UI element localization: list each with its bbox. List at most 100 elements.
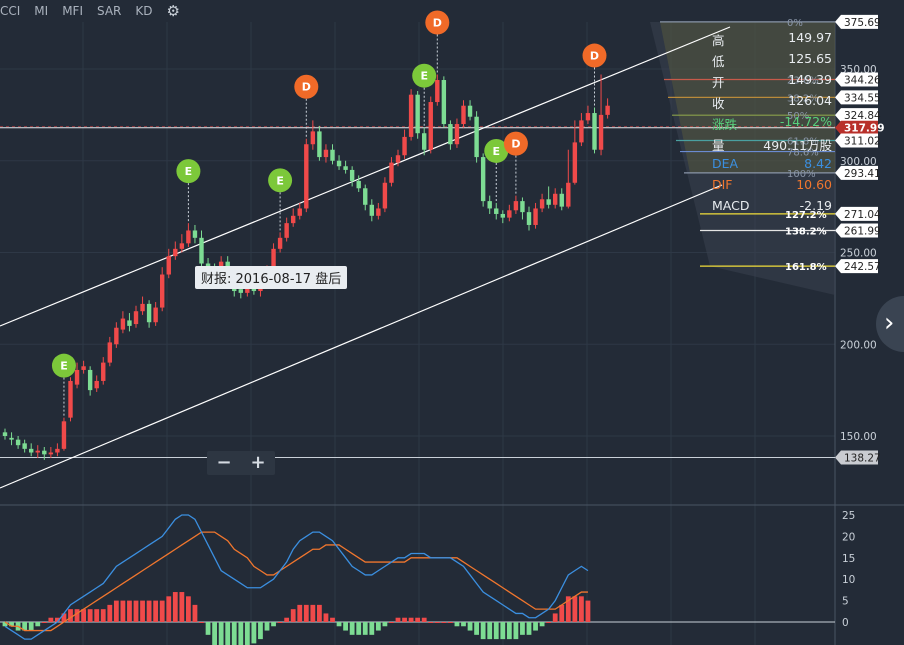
macd-histogram-bar bbox=[277, 622, 283, 623]
info-value: -2.19 bbox=[799, 198, 832, 213]
candle-body bbox=[520, 201, 525, 213]
info-value: 8.42 bbox=[804, 156, 832, 171]
macd-dif-line bbox=[4, 514, 589, 640]
macd-histogram-bar bbox=[415, 617, 421, 622]
price-badge-label: 344.26 bbox=[844, 75, 881, 87]
macd-histogram-bar bbox=[290, 609, 296, 622]
info-value: -14.72% bbox=[779, 114, 832, 129]
zoom-in-button[interactable]: + bbox=[250, 452, 266, 473]
macd-histogram-bar bbox=[68, 609, 73, 622]
indicator-cci[interactable]: CCI bbox=[0, 4, 21, 18]
macd-histogram-bar bbox=[61, 613, 67, 622]
info-value: 490.11万股 bbox=[763, 138, 832, 153]
macd-histogram-bar bbox=[159, 600, 165, 622]
candle-body bbox=[107, 342, 112, 363]
macd-histogram-bar bbox=[389, 622, 394, 623]
indicator-mfi[interactable]: MFI bbox=[62, 4, 83, 18]
macd-tick-label: 0 bbox=[842, 617, 849, 629]
info-label: 收 bbox=[712, 96, 725, 111]
macd-histogram-bar bbox=[356, 622, 362, 635]
macd-histogram-bar bbox=[303, 604, 309, 622]
price-badge-label: 375.69 bbox=[844, 17, 881, 29]
fibonacci-level-label: 23.6% bbox=[787, 76, 819, 87]
macd-histogram-bar bbox=[343, 622, 348, 631]
candle-body bbox=[271, 248, 276, 271]
macd-histogram-bar bbox=[225, 622, 231, 645]
candle-body bbox=[166, 256, 171, 275]
info-label: 低 bbox=[712, 54, 725, 69]
macd-histogram-bar bbox=[264, 622, 270, 631]
price-badge bbox=[835, 14, 878, 29]
macd-histogram-bar bbox=[199, 622, 204, 623]
candle-body bbox=[422, 133, 427, 150]
price-badge bbox=[835, 450, 878, 465]
macd-histogram-bar bbox=[565, 596, 571, 622]
candle-body bbox=[153, 307, 158, 323]
candle-body bbox=[395, 155, 401, 163]
candle-body bbox=[356, 180, 361, 189]
indicator-kd[interactable]: KD bbox=[135, 4, 153, 18]
price-badge bbox=[835, 223, 878, 238]
macd-histogram-bar bbox=[284, 617, 290, 622]
price-tick-label: 150.00 bbox=[840, 431, 877, 443]
macd-histogram-bar bbox=[500, 622, 506, 640]
fibonacci-level-label: 127.2% bbox=[785, 210, 827, 221]
macd-histogram-bar bbox=[402, 617, 407, 622]
candle-body bbox=[238, 289, 243, 293]
info-row-dif: DIF 10.60 bbox=[712, 177, 832, 195]
info-label: 开 bbox=[712, 75, 725, 90]
macd-histogram-bar bbox=[546, 622, 552, 623]
fibonacci-level-label: 38.2% bbox=[787, 93, 819, 104]
macd-histogram-bar bbox=[362, 622, 368, 635]
candle-body bbox=[15, 439, 21, 446]
macd-tick-label: 25 bbox=[842, 510, 855, 522]
marker-label: D bbox=[433, 17, 442, 30]
indicator-mi[interactable]: MI bbox=[34, 4, 49, 18]
candle-body bbox=[592, 113, 597, 150]
candle-body bbox=[336, 160, 342, 167]
candle-body bbox=[192, 230, 198, 238]
macd-histogram-bar bbox=[9, 622, 14, 627]
macd-histogram-bar bbox=[107, 604, 113, 622]
candle-body bbox=[343, 166, 348, 170]
macd-histogram-bar bbox=[28, 622, 34, 631]
earnings-tooltip: 财报: 2016-08-17 盘后 bbox=[195, 266, 348, 289]
macd-histogram-bar bbox=[336, 622, 342, 627]
channel-line-upper bbox=[0, 26, 731, 327]
macd-histogram-bar bbox=[441, 622, 447, 623]
dividend-marker bbox=[425, 10, 450, 35]
macd-histogram-bar bbox=[467, 622, 473, 631]
zoom-out-button[interactable]: − bbox=[216, 452, 232, 473]
macd-histogram-bar bbox=[87, 609, 93, 622]
macd-histogram-bar bbox=[310, 604, 316, 622]
info-value: 126.04 bbox=[788, 93, 832, 108]
info-row-volume: 量 490.11万股 bbox=[712, 135, 832, 153]
candle-body bbox=[146, 303, 152, 323]
info-row-open: 开 149.39 bbox=[712, 72, 832, 90]
macd-histogram-bar bbox=[140, 600, 145, 622]
candle-body bbox=[480, 157, 486, 202]
candle-body bbox=[74, 369, 80, 385]
candle-body bbox=[494, 208, 499, 214]
candle-body bbox=[559, 193, 564, 207]
info-row-change: 涨跌 -14.72% bbox=[712, 114, 832, 132]
candle-body bbox=[533, 208, 538, 225]
indicator-sar[interactable]: SAR bbox=[97, 4, 122, 18]
info-row-high: 高 149.97 bbox=[712, 30, 832, 48]
macd-histogram-bar bbox=[231, 622, 237, 645]
fibonacci-level-label: 138.2% bbox=[785, 226, 827, 237]
macd-histogram-bar bbox=[212, 622, 217, 645]
macd-histogram-bar bbox=[297, 604, 303, 622]
price-badge bbox=[835, 120, 878, 135]
price-tick-label: 200.00 bbox=[840, 339, 877, 351]
gear-icon[interactable]: ⚙ bbox=[166, 2, 180, 20]
candle-body bbox=[507, 210, 512, 218]
macd-histogram-bar bbox=[474, 622, 479, 635]
channel-line-lower bbox=[0, 184, 723, 489]
macd-histogram-bar bbox=[434, 622, 440, 623]
fibonacci-level-label: 0% bbox=[787, 18, 803, 29]
fibonacci-level-label: 100% bbox=[787, 169, 816, 180]
macd-histogram-bar bbox=[369, 622, 375, 635]
candle-body bbox=[127, 320, 132, 326]
